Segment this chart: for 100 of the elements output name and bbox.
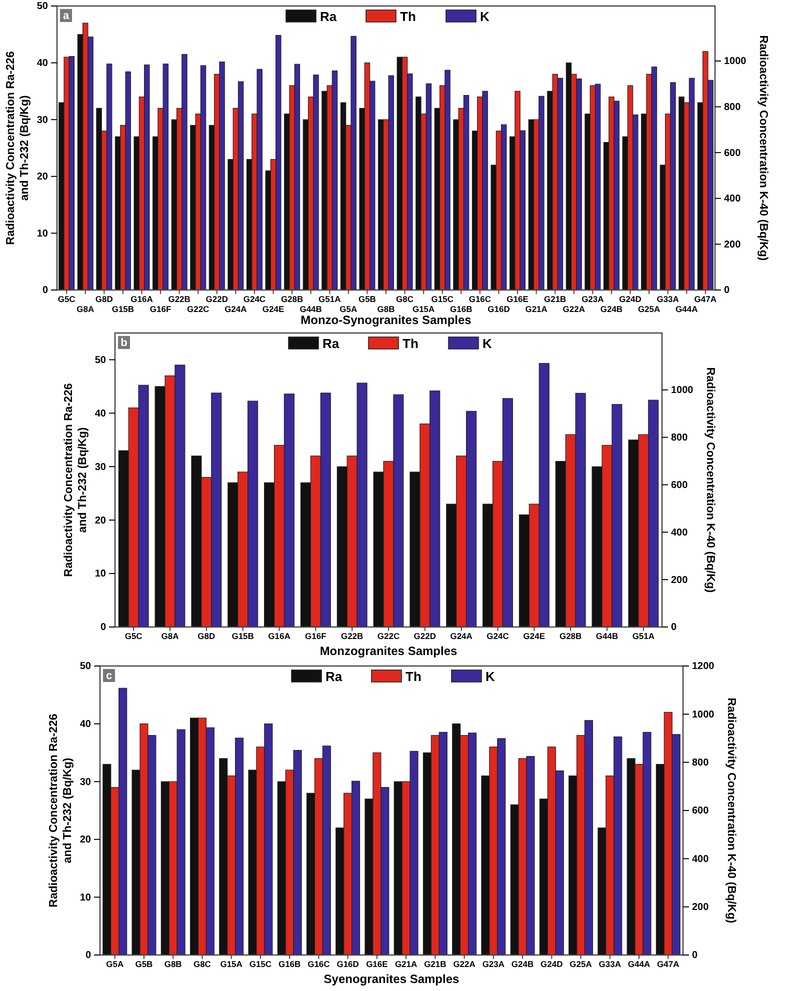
x-tick-label: G5C — [58, 294, 76, 304]
y2-tick-label: 600 — [671, 480, 688, 491]
x-tick-label: G33A — [656, 294, 679, 304]
y-tick-label: 50 — [80, 661, 92, 672]
y-tick-label: 0 — [42, 285, 48, 296]
y2-tick-label: 200 — [692, 902, 710, 914]
x-tick-label: G28B — [559, 631, 582, 641]
y-axis-title: Radioactivity Concentration Ra-226 and Th-232 (Bq/Kg) — [5, 51, 31, 245]
x-tick-label: G51A — [632, 631, 655, 641]
x-tick-label: G23A — [582, 294, 604, 304]
y-tick-label: 20 — [36, 172, 48, 183]
x-tick-label: G8D — [198, 631, 216, 641]
y2-tick-label: 400 — [671, 527, 688, 538]
y2-tick-label: 200 — [671, 574, 688, 586]
x-tick-label: G23A — [482, 959, 505, 969]
y2-axis-title: Radioactivity Concentration K-40 (Bq/Kg) — [757, 35, 769, 261]
x-tick-label: G16A — [268, 631, 290, 641]
x-tick-label: G22C — [187, 304, 210, 314]
x-tick-label: G16F — [305, 631, 326, 641]
y2-tick-label: 0 — [692, 950, 698, 962]
y2-tick-label: 800 — [671, 432, 688, 444]
x-tick-label: G15B — [232, 631, 254, 641]
x-tick-label: G21B — [424, 959, 446, 969]
legend-label: Ra — [322, 336, 340, 351]
y2-tick-label: 0 — [671, 622, 677, 634]
y-tick-label: 20 — [94, 515, 106, 526]
x-tick-label: G44B — [300, 304, 322, 314]
x-tick-label: G22B — [168, 294, 190, 304]
x-tick-label: G16C — [468, 294, 492, 304]
y2-tick-label: 800 — [692, 758, 710, 769]
x-tick-label: G22D — [414, 631, 436, 641]
x-tick-label: G24B — [600, 304, 623, 314]
x-tick-label: G24C — [486, 631, 509, 641]
x-tick-label: G44A — [628, 959, 650, 969]
y-tick-label: 30 — [94, 462, 106, 473]
x-tick-label: G28B — [280, 294, 304, 304]
y-tick-label: 50 — [36, 1, 48, 12]
x-tick-label: G5A — [106, 959, 124, 969]
y2-tick-label: 0 — [724, 285, 730, 296]
x-tick-label: G22A — [562, 304, 585, 314]
y-tick-label: 30 — [36, 114, 48, 126]
legend-label: Ra — [326, 669, 343, 684]
x-tick-label: G33A — [598, 959, 622, 969]
x-tick-label: G8C — [396, 294, 414, 304]
x-tick-label: G16B — [450, 304, 472, 314]
y2-tick-label: 400 — [724, 194, 742, 205]
y-tick-label: 0 — [85, 950, 92, 962]
y-tick-label: 50 — [94, 354, 106, 366]
x-axis-title: Monzo-Synogranites Samples — [300, 313, 472, 327]
legend-label: Ra — [320, 9, 338, 24]
x-tick-label: G15A — [412, 304, 435, 314]
x-tick-label: G15C — [431, 294, 454, 304]
x-tick-label: G16A — [130, 294, 153, 304]
x-tick-label: G16D — [336, 959, 359, 969]
y-tick-label: 40 — [94, 408, 106, 420]
x-tick-label: G5B — [358, 294, 376, 304]
x-tick-label: G8A — [76, 304, 94, 314]
x-tick-label: G47A — [657, 959, 680, 969]
x-tick-label: G24D — [619, 294, 642, 304]
y-tick-label: 10 — [36, 228, 48, 240]
x-tick-label: G47A — [694, 294, 717, 304]
x-tick-label: G25A — [638, 304, 660, 314]
x-tick-label: G8B — [164, 959, 182, 969]
y-tick-label: 20 — [80, 834, 92, 846]
x-tick-label: G5A — [340, 304, 358, 314]
y2-tick-label: 600 — [692, 806, 710, 817]
y2-axis-title: Radioactivity Concentration K-40 (Bq/Kg) — [704, 367, 716, 593]
x-tick-label: G24B — [511, 959, 534, 969]
y2-tick-label: 800 — [724, 102, 742, 113]
y-tick-label: 40 — [36, 58, 48, 69]
x-tick-label: G16E — [366, 959, 388, 969]
x-tick-label: G22B — [340, 631, 364, 641]
legend-label: K — [486, 669, 496, 684]
x-tick-label: G16D — [488, 304, 510, 314]
x-tick-label: G22C — [377, 631, 400, 641]
legend-label: Th — [406, 669, 422, 684]
x-tick-label: G16E — [506, 294, 529, 304]
x-tick-label: G5C — [124, 631, 142, 641]
x-tick-label: G24E — [523, 631, 546, 641]
y2-tick-label: 1200 — [692, 661, 715, 672]
y2-tick-label: 200 — [724, 239, 742, 250]
x-tick-label: G24D — [540, 959, 563, 969]
x-tick-label: G21A — [525, 304, 548, 314]
x-tick-label: G16B — [278, 959, 301, 969]
y-tick-label: 40 — [80, 719, 92, 730]
x-tick-label: G15B — [112, 304, 134, 314]
annotation: b — [120, 337, 128, 349]
y-axis-title: Radioactivity Concentration Ra-226 and Th-232 (Bq/Kg) — [48, 714, 74, 908]
x-axis-title: Monzogranites Samples — [320, 644, 458, 658]
x-tick-label: G21B — [544, 294, 566, 304]
x-tick-label: G15A — [220, 959, 242, 969]
legend-label: Th — [402, 336, 418, 351]
annotation: a — [62, 10, 70, 22]
x-tick-label: G51A — [318, 294, 341, 304]
legend-label: K — [480, 9, 490, 24]
y2-axis-title: Radioactivity Concentration K-40 (Bq/Kg) — [725, 698, 737, 924]
x-tick-label: G24A — [224, 304, 247, 314]
x-tick-label: G22A — [453, 959, 476, 969]
x-tick-label: G16F — [150, 304, 172, 314]
legend-label: K — [482, 336, 492, 351]
